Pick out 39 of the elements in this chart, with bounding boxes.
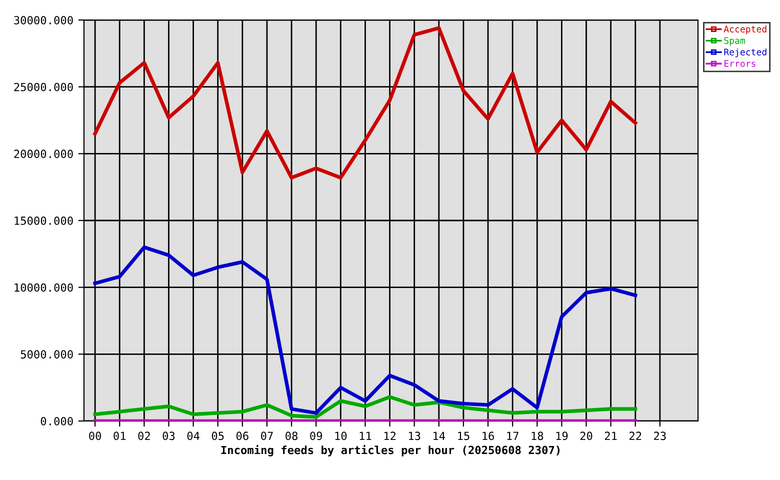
legend-label: Errors (724, 60, 756, 67)
x-tick-label: 10 (335, 432, 347, 440)
x-tick-label: 19 (556, 432, 568, 440)
y-tick-label: 20000.000 (14, 150, 73, 158)
line-series (93, 245, 638, 415)
x-tick-label: 01 (114, 432, 126, 440)
x-tick-label: 05 (212, 432, 224, 440)
x-tick-label: 22 (630, 432, 642, 440)
y-tick-label: 0.000 (40, 417, 73, 426)
x-tick-label: 06 (236, 432, 248, 440)
x-tick-label: 03 (162, 432, 175, 440)
x-tick-label: 07 (261, 432, 273, 440)
x-tick-label: 13 (408, 432, 420, 440)
x-tick-label: 04 (187, 432, 200, 440)
legend-label: Accepted (724, 25, 766, 34)
x-tick-label: 18 (532, 432, 544, 440)
y-tick-label: 15000.000 (14, 216, 73, 225)
x-tick-label: 09 (310, 432, 322, 440)
x-tick-label: 11 (360, 432, 372, 440)
y-tick-label: 30000.000 (14, 16, 73, 24)
line-series (93, 395, 638, 419)
x-axis-title: Incoming feeds by articles per hour (20250608 2307) (221, 445, 560, 456)
y-tick-label: 10000.000 (14, 283, 73, 292)
y-tick-label: 25000.000 (14, 82, 73, 92)
legend-label: Rejected (724, 48, 766, 58)
x-tick-label: 21 (604, 432, 617, 440)
line-series (93, 26, 638, 180)
x-tick-label: 02 (138, 432, 150, 440)
x-tick-label: 17 (507, 432, 518, 440)
x-tick-label: 20 (580, 432, 592, 440)
x-tick-label: 16 (482, 432, 494, 440)
x-tick-label: 00 (89, 432, 102, 440)
x-tick-label: 08 (286, 432, 298, 440)
x-tick-label: 12 (384, 432, 396, 440)
legend-label: Spam (724, 37, 745, 46)
x-tick-label: 15 (458, 432, 470, 440)
y-tick-label: 5000.000 (20, 350, 73, 359)
x-tick-label: 14 (434, 432, 446, 440)
x-tick-label: 23 (654, 432, 666, 440)
